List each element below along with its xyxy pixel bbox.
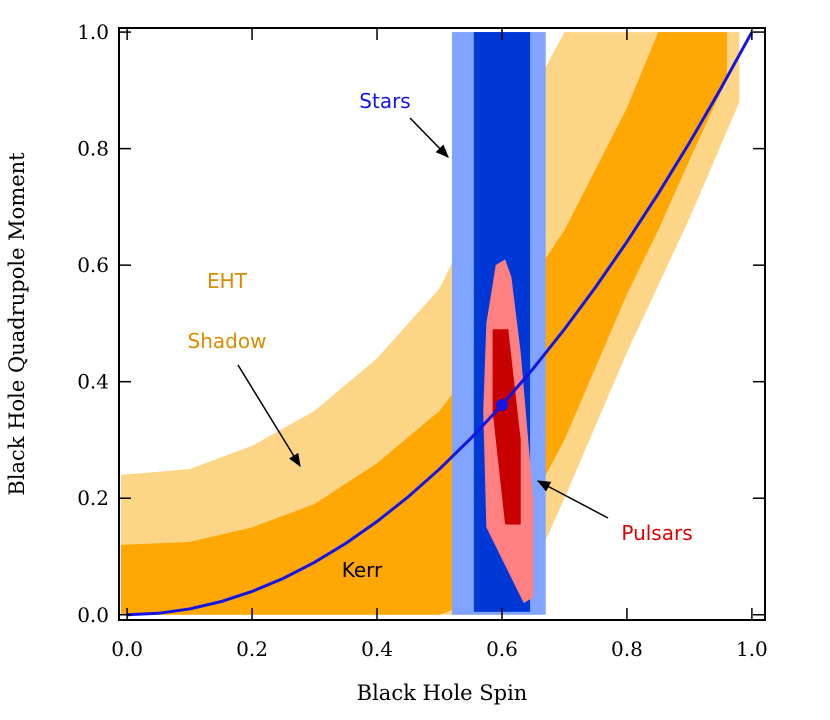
ticks: 0.0 0.2 0.4 0.6 0.8 1.0 0.0 0.2 0.4 0.6 0.8 1.0 [77, 20, 768, 661]
y-axis-title: Black Hole Quadrupole Moment [5, 152, 29, 496]
arrow [237, 364, 301, 468]
arrow [409, 117, 449, 158]
annotation: Shadow [188, 329, 267, 353]
point [495, 398, 508, 411]
arrow [536, 480, 609, 519]
x-tick-label: 0.6 [486, 637, 518, 661]
band [120, 32, 727, 615]
plot-area [120, 31, 754, 617]
y-tick-label: 0.2 [77, 486, 109, 510]
annotation: Kerr [342, 558, 383, 582]
y-tick-label: 0.8 [77, 137, 109, 161]
y-tick-label: 0.4 [77, 370, 109, 394]
annotation: Stars [359, 89, 410, 113]
y-tick-label: 0.6 [77, 253, 109, 277]
x-tick-label: 0.4 [361, 637, 393, 661]
x-tick-label: 0.0 [111, 637, 143, 661]
band [120, 32, 740, 615]
curve [127, 31, 754, 617]
annotation: Pulsars [621, 521, 692, 545]
y-tick-label: 1.0 [77, 20, 109, 44]
region [492, 329, 521, 525]
x-tick-label: 1.0 [736, 637, 768, 661]
x-tick-label: 0.2 [236, 637, 268, 661]
x-tick-label: 0.8 [611, 637, 643, 661]
annotation: EHT [207, 269, 248, 293]
plot-frame [118, 27, 766, 621]
x-axis-title: Black Hole Spin [357, 681, 528, 705]
y-tick-label: 0.0 [77, 603, 109, 627]
